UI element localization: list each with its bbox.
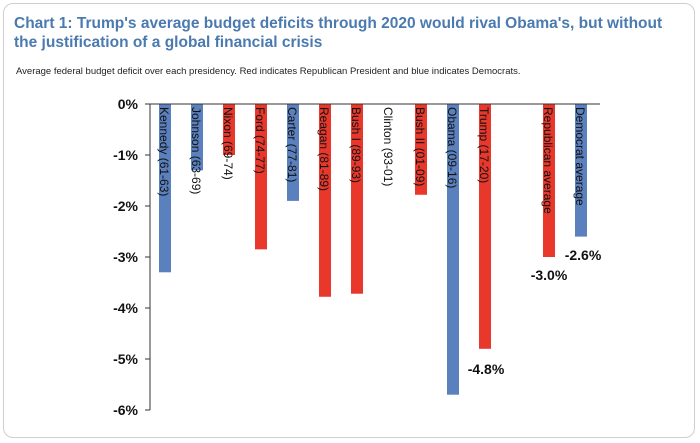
- bar: [575, 104, 587, 237]
- category-label: Clinton (93-01): [381, 107, 395, 186]
- category-label: Republican average: [541, 107, 555, 214]
- category-label: Johnson (63-69): [189, 107, 203, 194]
- bar: [479, 104, 491, 349]
- category-label: Bush I (89-93): [349, 107, 363, 183]
- bar: [351, 104, 363, 294]
- category-label: Kennedy (61-63): [157, 107, 171, 196]
- y-tick-label: -3%: [113, 249, 138, 265]
- bar: [447, 104, 459, 395]
- category-label: Nixon (69-74): [221, 107, 235, 180]
- y-tick-label: -1%: [113, 147, 138, 163]
- chart-title: Chart 1: Trump's average budget deficits…: [14, 15, 663, 51]
- category-label: Ford (74-77): [253, 107, 267, 174]
- data-label: -2.6%: [565, 247, 602, 263]
- bar: [287, 104, 299, 201]
- y-tick-label: -6%: [113, 402, 138, 418]
- category-label: Trump (17-20): [477, 107, 491, 183]
- category-label: Reagan (81-89): [317, 107, 331, 191]
- y-tick-label: -5%: [113, 351, 138, 367]
- data-label: -3.0%: [531, 267, 568, 283]
- y-tick-label: -4%: [113, 300, 138, 316]
- data-label: -4.8%: [468, 361, 505, 377]
- bar: [255, 104, 267, 250]
- category-label: Democrat average: [573, 107, 587, 206]
- chart-subtitle: Average federal budget deficit over each…: [16, 66, 521, 77]
- category-label: Bush II (01-09): [413, 107, 427, 186]
- y-tick-label: 0%: [118, 96, 139, 112]
- y-tick-label: -2%: [113, 198, 138, 214]
- category-label: Carter (77-81): [285, 107, 299, 182]
- bar: [223, 104, 235, 155]
- bar: [415, 104, 427, 195]
- bar: [159, 104, 171, 273]
- category-label: Obama (09-16): [445, 107, 459, 188]
- bar: [543, 104, 555, 257]
- bar: [191, 104, 203, 171]
- bar: [319, 104, 331, 297]
